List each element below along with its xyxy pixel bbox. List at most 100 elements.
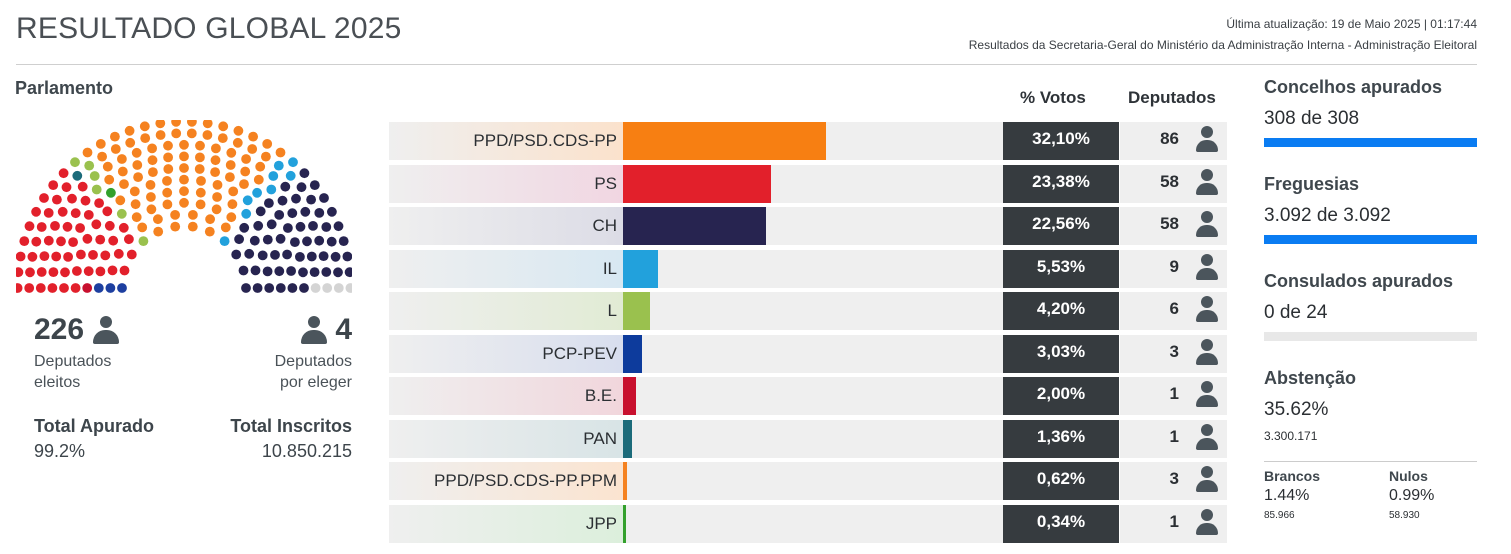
freguesias-label: Freguesias xyxy=(1264,174,1360,194)
seat-dot xyxy=(231,249,242,260)
seat-dot xyxy=(287,208,298,219)
vote-bar xyxy=(623,462,627,500)
seat-dot xyxy=(285,170,296,181)
seat-dot xyxy=(155,120,166,129)
total-inscritos-label: Total Inscritos xyxy=(230,416,352,436)
brancos-count: 85.966 xyxy=(1264,510,1295,521)
seat-dot xyxy=(211,143,221,154)
seat-dot xyxy=(333,221,344,232)
seat-dot xyxy=(95,266,106,277)
seat-dot xyxy=(57,206,68,217)
seat-dot xyxy=(31,236,42,247)
seat-dot xyxy=(253,220,264,231)
deputies-cell: 1 xyxy=(1120,504,1227,543)
deputies-cell: 6 xyxy=(1120,292,1227,330)
result-row: PPD/PSD.CDS-PP.PPM 0,62% 3 xyxy=(389,462,1227,500)
parliament-hemicycle xyxy=(16,120,352,293)
seat-dot xyxy=(61,182,72,193)
seat-dot xyxy=(309,267,320,277)
seat-dot xyxy=(283,223,293,233)
party-logo-area xyxy=(389,419,623,458)
seat-dot xyxy=(126,249,137,260)
seat-dot xyxy=(232,137,243,148)
seat-dot xyxy=(171,128,182,139)
vote-bar xyxy=(623,419,632,458)
seat-dot xyxy=(148,167,158,177)
seat-dot xyxy=(179,151,189,162)
pending-deputies-stat: 4 Deputados por eleger xyxy=(275,313,352,393)
seat-dot xyxy=(102,161,113,172)
update-meta: Última atualização: 19 de Maio 2025 | 01… xyxy=(969,14,1477,56)
seat-dot xyxy=(47,283,58,293)
seat-dot xyxy=(95,139,106,149)
seat-dot xyxy=(83,210,94,220)
seat-dot xyxy=(210,155,221,166)
seat-dot xyxy=(162,187,173,198)
concelhos-label: Concelhos apurados xyxy=(1264,77,1443,97)
person-icon xyxy=(1196,211,1218,237)
vote-bar xyxy=(623,377,636,415)
consulados-progress-bar xyxy=(1264,332,1477,341)
result-row: JPP 0,34% 1 xyxy=(389,504,1227,543)
deputies-count: 1 xyxy=(1169,511,1179,531)
seat-dot xyxy=(59,283,69,293)
abstencao-label: Abstenção xyxy=(1264,368,1357,388)
seat-dot xyxy=(77,181,88,192)
seat-dot xyxy=(186,128,197,139)
seat-dot xyxy=(345,283,352,293)
seat-dot xyxy=(318,251,329,261)
seat-dot xyxy=(342,251,352,262)
seat-dot xyxy=(35,283,46,293)
seat-dot xyxy=(19,236,30,246)
seat-dot xyxy=(16,251,26,262)
vote-bar xyxy=(623,292,650,330)
seat-dot xyxy=(218,121,229,132)
person-icon xyxy=(1196,508,1218,535)
seat-dot xyxy=(327,206,337,217)
seat-dot xyxy=(117,166,128,177)
deputies-count: 9 xyxy=(1169,256,1179,276)
person-icon xyxy=(1196,381,1218,407)
seat-dot xyxy=(302,236,312,247)
brancos-pct: 1.44% xyxy=(1264,487,1310,504)
seat-dot xyxy=(247,144,258,154)
seat-dot xyxy=(119,179,129,189)
vote-percentage: 22,56% xyxy=(1003,207,1119,245)
seat-dot xyxy=(321,222,332,232)
seat-dot xyxy=(60,267,70,278)
party-name: PS xyxy=(594,173,617,193)
vote-bar xyxy=(623,207,766,245)
seat-dot xyxy=(274,266,285,277)
seat-dot xyxy=(262,139,273,149)
vote-bar xyxy=(623,122,826,160)
person-icon xyxy=(1196,168,1218,195)
seat-dot xyxy=(118,222,129,233)
seat-dot xyxy=(338,236,349,246)
seat-dot xyxy=(326,236,337,247)
seat-dot xyxy=(202,120,213,129)
nulos-count: 58.930 xyxy=(1389,510,1420,521)
seat-dot xyxy=(108,235,119,246)
seat-dot xyxy=(227,199,238,210)
seat-dot xyxy=(138,236,149,246)
vote-percentage: 4,20% xyxy=(1003,292,1119,330)
seat-dot xyxy=(233,125,244,136)
brancos-block: Brancos 1.44% 85.966 xyxy=(1264,468,1320,521)
seat-dot xyxy=(91,184,102,195)
seat-dot xyxy=(68,237,78,247)
seat-dot xyxy=(110,144,121,154)
seat-dot xyxy=(140,133,151,143)
seat-dot xyxy=(306,251,317,262)
seat-dot xyxy=(275,283,286,293)
seat-dot xyxy=(130,199,141,210)
vote-percentage: 3,03% xyxy=(1003,334,1119,373)
party-name: JPP xyxy=(585,513,617,533)
pending-label-2: por eleger xyxy=(279,374,352,391)
result-row: PPD/PSD.CDS-PP 32,10% 86 xyxy=(389,122,1227,160)
freguesias-block: Freguesias 3.092 de 3.092 xyxy=(1264,174,1477,244)
seat-dot xyxy=(275,147,286,158)
seat-dot xyxy=(70,208,81,219)
deputies-count: 3 xyxy=(1169,469,1179,488)
party-name: PCP-PEV xyxy=(542,343,617,363)
deputies-count: 58 xyxy=(1160,214,1179,233)
